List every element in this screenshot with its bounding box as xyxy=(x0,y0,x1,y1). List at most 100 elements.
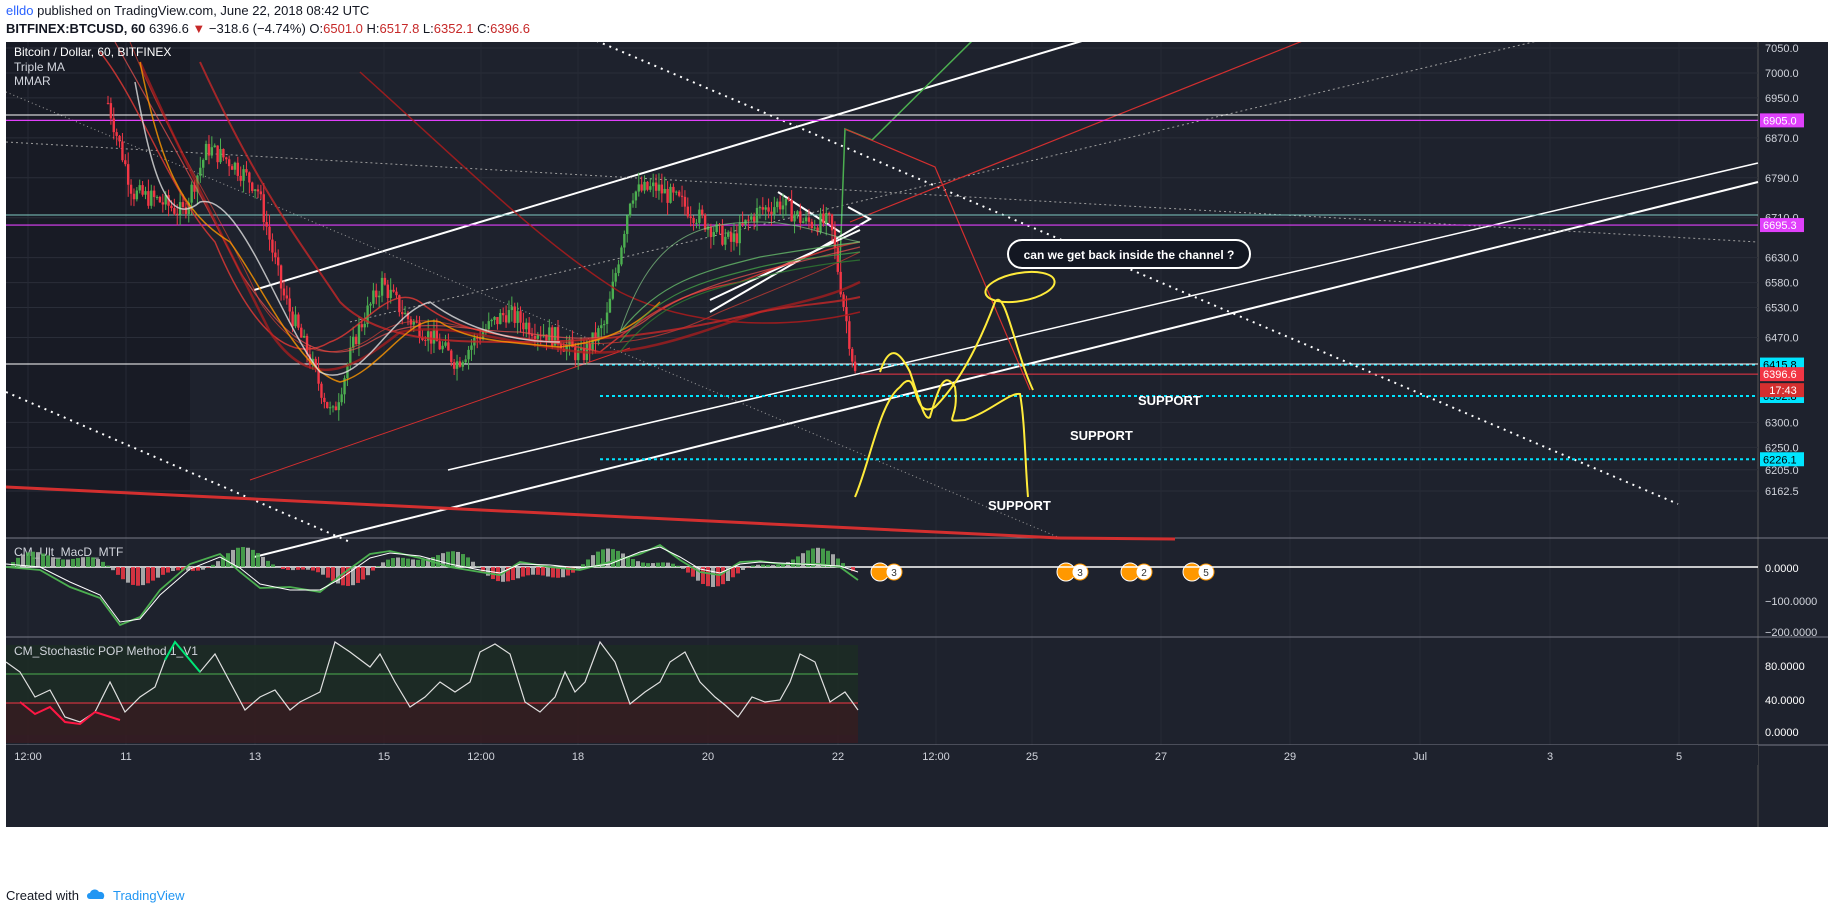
macd-bar xyxy=(561,567,565,578)
price-tick-label: 7000.0 xyxy=(1765,68,1799,80)
macd-bar xyxy=(851,567,855,572)
candle-body xyxy=(519,311,522,323)
macd-bar xyxy=(426,558,430,567)
macd-signal-line xyxy=(5,546,859,623)
macd-bar xyxy=(821,548,825,567)
macd-bar xyxy=(201,567,205,570)
candle-body xyxy=(112,118,115,133)
candle-body xyxy=(360,324,364,328)
long-red-trendline-ext xyxy=(1059,536,1176,541)
candle-body xyxy=(155,196,159,198)
macd-bar xyxy=(381,562,385,567)
candle-body xyxy=(556,327,560,345)
published-text: published on TradingView.com, June 22, 2… xyxy=(37,3,370,18)
macd-bar xyxy=(716,567,720,587)
candle-body xyxy=(525,322,528,330)
macd-bar xyxy=(761,564,765,567)
candle-body xyxy=(383,277,387,285)
candle-body xyxy=(245,169,248,173)
created-with-text: Created with xyxy=(6,888,79,903)
event-flag-2[interactable]: 2 xyxy=(1120,562,1153,582)
candle-body xyxy=(660,184,664,194)
chart-canvas[interactable]: can we get back inside the channel ? SUP… xyxy=(0,42,1828,885)
macd-bar xyxy=(656,562,660,567)
event-flag-1[interactable]: 3 xyxy=(1056,562,1089,582)
candle-body xyxy=(698,209,701,223)
down-arrow-icon: ▼ xyxy=(192,21,206,36)
macd-bar xyxy=(261,556,265,567)
macd-tick-100: −100.0000 xyxy=(1765,596,1817,608)
candle-body xyxy=(144,191,147,195)
candle-body xyxy=(617,264,620,274)
price-badge-label: 6226.1 xyxy=(1763,454,1797,466)
shaded-session-region xyxy=(6,42,190,538)
candle-body xyxy=(337,402,340,411)
time-tick-label: 29 xyxy=(1284,751,1296,763)
candle-body xyxy=(761,207,765,210)
trend-drawings[interactable] xyxy=(5,42,1759,558)
macd-bar xyxy=(116,567,120,575)
price-badge-label: 6905.0 xyxy=(1763,115,1797,127)
stoch-line xyxy=(5,640,859,723)
candle-body xyxy=(527,322,531,335)
candle-body xyxy=(801,221,805,223)
candle-body xyxy=(199,167,202,176)
candle-body xyxy=(190,184,193,203)
candle-body xyxy=(285,295,289,299)
high-value: 6517.8 xyxy=(379,21,420,36)
candle-body xyxy=(513,306,516,323)
candle-body xyxy=(588,343,591,351)
candle-body xyxy=(461,362,465,367)
candle-body xyxy=(150,190,153,206)
candle-body xyxy=(804,217,808,222)
macd-bar xyxy=(536,567,540,575)
time-tick-label: 15 xyxy=(378,751,390,763)
macd-bar xyxy=(606,548,610,567)
macd-tick-200: −200.0000 xyxy=(1765,627,1817,639)
macd-bar xyxy=(441,553,445,567)
candle-body xyxy=(326,402,329,408)
macd-bar xyxy=(711,567,715,587)
candle-body xyxy=(106,102,110,104)
author-link[interactable]: elldo xyxy=(6,3,34,18)
candle-body xyxy=(747,219,750,221)
macd-bar xyxy=(166,567,170,573)
candle-body xyxy=(230,166,234,170)
price-tick-label: 6205.0 xyxy=(1765,465,1799,477)
macd-bar xyxy=(96,559,100,567)
candle-body xyxy=(770,211,773,215)
candle-body xyxy=(807,217,811,222)
candle-body xyxy=(126,164,130,185)
candle-body xyxy=(441,345,444,350)
candle-body xyxy=(752,216,756,222)
callout-bubble[interactable]: can we get back inside the channel ? xyxy=(1007,239,1251,269)
event-flag-3[interactable]: 5 xyxy=(1182,562,1215,582)
candle-body xyxy=(173,208,176,214)
candle-body xyxy=(597,328,600,342)
macd-bar xyxy=(46,555,50,567)
candle-body xyxy=(501,312,505,316)
stoch-overbought-highlight xyxy=(164,640,201,673)
candle-body xyxy=(233,162,237,170)
tradingview-link[interactable]: TradingView xyxy=(112,888,185,903)
last-price: 6396.6 xyxy=(149,21,189,36)
yellow-projection[interactable] xyxy=(854,267,1057,498)
candle-body xyxy=(533,335,537,339)
legend-title: Bitcoin / Dollar, 60, BITFINEX xyxy=(14,45,171,59)
candle-body xyxy=(455,361,459,369)
price-tick-label: 6162.5 xyxy=(1765,486,1799,498)
macd-bar xyxy=(591,555,595,567)
candle-body xyxy=(703,214,707,230)
candle-body xyxy=(398,295,401,313)
candle-body xyxy=(282,288,286,296)
macd-bar xyxy=(671,563,675,567)
time-tick-label: 20 xyxy=(702,751,714,763)
footer: Created with TradingView xyxy=(6,887,185,904)
candle-body xyxy=(732,233,736,242)
candle-body xyxy=(522,322,525,330)
macd-bar xyxy=(686,567,690,573)
candle-body xyxy=(666,188,669,203)
candle-body xyxy=(701,209,704,215)
event-flag-0[interactable]: 3 xyxy=(870,562,903,582)
price-level-lines[interactable] xyxy=(6,119,1758,461)
